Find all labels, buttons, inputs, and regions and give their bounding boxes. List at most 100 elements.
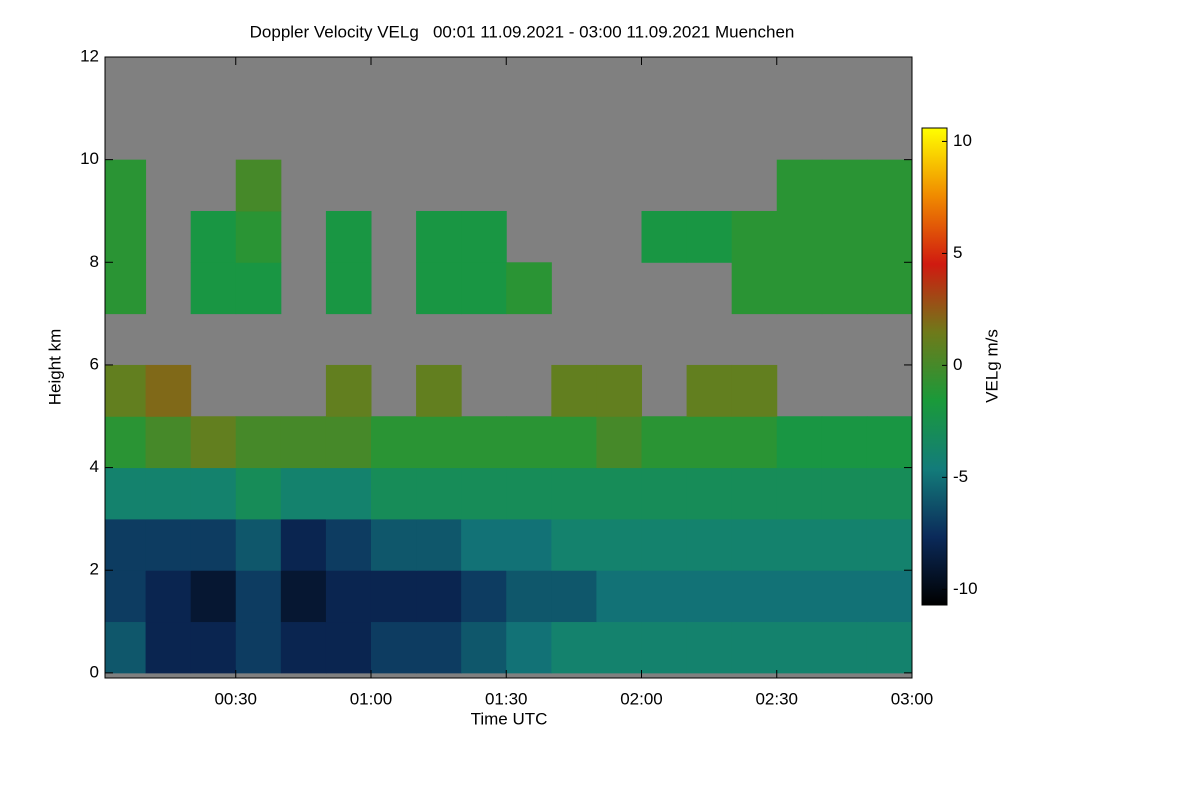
heatmap-cell bbox=[370, 518, 417, 571]
heatmap-cell bbox=[821, 416, 868, 469]
heatmap-cell bbox=[461, 416, 507, 469]
y-tick-label: 12 bbox=[80, 46, 99, 65]
heatmap-cell bbox=[105, 518, 147, 571]
heatmap-cell bbox=[370, 416, 417, 469]
heatmap-cell bbox=[641, 518, 688, 571]
heatmap-cell bbox=[325, 518, 372, 571]
heatmap-cell bbox=[866, 210, 912, 263]
heatmap-cell bbox=[551, 364, 597, 417]
heatmap-cell bbox=[686, 364, 733, 417]
heatmap-cell bbox=[776, 159, 823, 212]
y-axis-label: Height km bbox=[45, 329, 64, 406]
heatmap-cell bbox=[105, 210, 147, 263]
heatmap-cell bbox=[190, 621, 237, 674]
heatmap-cell bbox=[731, 570, 778, 623]
heatmap-cell bbox=[235, 518, 282, 571]
colorbar bbox=[921, 127, 948, 606]
x-tick-label: 02:30 bbox=[755, 689, 798, 708]
colorbar-tick-label: 5 bbox=[953, 243, 962, 262]
heatmap-cell bbox=[641, 416, 688, 469]
heatmap-cell bbox=[416, 364, 462, 417]
heatmap-cell bbox=[821, 159, 868, 212]
heatmap-cell bbox=[866, 159, 912, 212]
heatmap-cell bbox=[506, 416, 552, 469]
y-tick-label: 0 bbox=[90, 662, 99, 681]
x-axis-label: Time UTC bbox=[471, 709, 548, 728]
heatmap-cell bbox=[235, 621, 282, 674]
heatmap-cell bbox=[280, 518, 327, 571]
heatmap-cell bbox=[325, 210, 372, 263]
heatmap-cell bbox=[416, 416, 462, 469]
heatmap-cell bbox=[776, 416, 823, 469]
heatmap-cell bbox=[145, 364, 192, 417]
heatmap-cell bbox=[416, 621, 462, 674]
x-tick-label: 03:00 bbox=[891, 689, 934, 708]
heatmap-cell bbox=[235, 159, 282, 212]
heatmap-cell bbox=[325, 416, 372, 469]
heatmap-cell bbox=[776, 262, 823, 315]
heatmap-cell bbox=[105, 416, 147, 469]
heatmap-cell bbox=[461, 518, 507, 571]
heatmap-cell bbox=[190, 262, 237, 315]
heatmap-cell bbox=[235, 467, 282, 520]
y-tick-label: 4 bbox=[90, 457, 99, 476]
heatmap-cell bbox=[190, 210, 237, 263]
heatmap-cell bbox=[105, 621, 147, 674]
chart-title: Doppler Velocity VELg 00:01 11.09.2021 -… bbox=[250, 22, 795, 41]
heatmap-cell bbox=[190, 467, 237, 520]
colorbar-label: VELg m/s bbox=[982, 329, 1001, 403]
heatmap-cell bbox=[461, 467, 507, 520]
heatmap-cell bbox=[145, 570, 192, 623]
heatmap-cell bbox=[551, 416, 597, 469]
heatmap-cell bbox=[235, 262, 282, 315]
heatmap-cell bbox=[235, 210, 282, 263]
heatmap-cell bbox=[596, 621, 642, 674]
heatmap-cell bbox=[731, 467, 778, 520]
plot-frame bbox=[104, 56, 913, 679]
heatmap-cell bbox=[506, 518, 552, 571]
heatmap-cell bbox=[686, 570, 733, 623]
x-tick-label: 02:00 bbox=[620, 689, 663, 708]
heatmap-cell bbox=[105, 467, 147, 520]
y-tick-label: 10 bbox=[80, 149, 99, 168]
heatmap-cell bbox=[821, 621, 868, 674]
heatmap-cell bbox=[416, 570, 462, 623]
heatmap-cell bbox=[686, 518, 733, 571]
heatmap-cell bbox=[551, 467, 597, 520]
heatmap-cell bbox=[596, 364, 642, 417]
heatmap-cell bbox=[731, 416, 778, 469]
heatmap-cell bbox=[596, 518, 642, 571]
y-tick-label: 6 bbox=[90, 354, 99, 373]
heatmap-cell bbox=[325, 467, 372, 520]
heatmap-cell bbox=[105, 262, 147, 315]
heatmap-cell bbox=[370, 570, 417, 623]
heatmap-cell bbox=[416, 467, 462, 520]
heatmap-cell bbox=[325, 621, 372, 674]
heatmap-cell bbox=[686, 621, 733, 674]
heatmap-cell bbox=[866, 416, 912, 469]
colorbar-tick-label: 10 bbox=[953, 131, 972, 150]
heatmap-cell bbox=[370, 467, 417, 520]
heatmap-cell bbox=[686, 210, 733, 263]
heatmap-cell bbox=[145, 416, 192, 469]
heatmap-cell bbox=[461, 570, 507, 623]
heatmap-cell bbox=[776, 518, 823, 571]
heatmap-cell bbox=[776, 621, 823, 674]
heatmap-cell bbox=[731, 621, 778, 674]
x-tick-label: 01:30 bbox=[485, 689, 528, 708]
heatmap-cell bbox=[866, 621, 912, 674]
heatmap-cell bbox=[145, 467, 192, 520]
heatmap-cell bbox=[821, 570, 868, 623]
heatmap-cell bbox=[821, 467, 868, 520]
heatmap-cell bbox=[235, 570, 282, 623]
heatmap-cell bbox=[325, 262, 372, 315]
heatmap bbox=[105, 57, 912, 678]
heatmap-cell bbox=[235, 416, 282, 469]
heatmap-cell bbox=[416, 262, 462, 315]
heatmap-cell bbox=[506, 467, 552, 520]
heatmap-cell bbox=[190, 570, 237, 623]
heatmap-cell bbox=[866, 570, 912, 623]
heatmap-cell bbox=[506, 570, 552, 623]
x-tick-label: 01:00 bbox=[350, 689, 393, 708]
heatmap-cell bbox=[190, 416, 237, 469]
